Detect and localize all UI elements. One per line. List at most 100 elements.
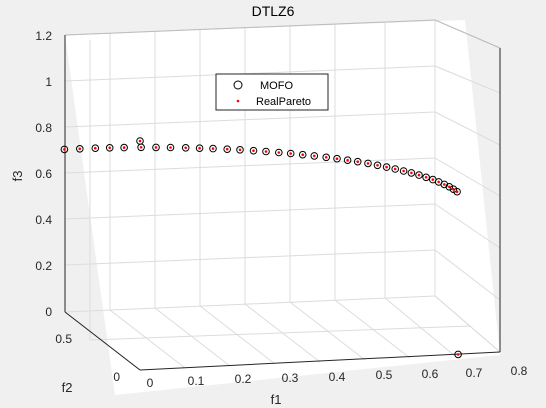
x-ticks: 0 0.1 0.2 0.3 0.4 0.5 0.6 0.7 0.8: [147, 364, 528, 390]
mofo-point: [136, 137, 144, 145]
realpareto-point: [313, 154, 316, 158]
mofo-point: [353, 157, 362, 166]
z-tick-label: 0: [45, 305, 52, 319]
realpareto-point: [431, 178, 435, 181]
mofo-point: [333, 154, 341, 163]
realpareto-point: [366, 162, 370, 165]
realpareto-point: [122, 146, 126, 149]
mofo-point: [310, 152, 319, 160]
realpareto-point: [335, 157, 339, 160]
mofo-point: [422, 173, 430, 182]
z-tick-label: 0.2: [35, 259, 52, 273]
legend-label-realpareto: RealPareto: [256, 96, 311, 108]
series-mofo: [60, 137, 462, 359]
x-tick-label: 0.5: [376, 368, 393, 382]
realpareto-point: [289, 152, 293, 155]
realpareto-point: [138, 139, 142, 143]
mofo-point: [445, 183, 454, 191]
legend-label-mofo: MOFO: [260, 80, 293, 92]
x-tick-label: 0.4: [329, 370, 346, 384]
mofo-point: [181, 144, 190, 152]
x-tick-label: 0.6: [422, 367, 439, 381]
realpareto-point: [301, 153, 305, 156]
x-tick-label: 0.1: [188, 374, 205, 388]
mofo-point: [76, 145, 84, 153]
realpareto-point: [443, 183, 446, 186]
x-axis-label: f1: [271, 392, 282, 407]
realpareto-point: [402, 169, 405, 173]
z-axis-label: f3: [10, 171, 25, 182]
mofo-point: [223, 145, 231, 153]
mofo-point: [105, 144, 114, 152]
realpareto-point: [225, 147, 229, 151]
mofo-point: [454, 350, 462, 359]
mofo-point: [195, 144, 204, 152]
mofo-point: [343, 156, 352, 164]
y-axis-label: f2: [62, 380, 73, 395]
legend-marker-mofo: [233, 80, 243, 90]
realpareto-point: [63, 148, 66, 151]
realpareto-point: [424, 176, 428, 179]
mofo-point: [415, 171, 423, 179]
chart-title: DTLZ6: [252, 3, 295, 19]
x-tick-label: 0.7: [466, 366, 483, 380]
mofo-point: [391, 165, 400, 173]
realpareto-point: [448, 185, 451, 189]
z-tick-label: 1.2: [35, 29, 52, 43]
mofo-point: [382, 163, 391, 171]
mofo-point: [399, 167, 408, 175]
realpareto-point: [385, 165, 388, 169]
realpareto-point: [154, 146, 158, 149]
realpareto-point: [437, 180, 441, 184]
realpareto-point: [184, 146, 187, 150]
realpareto-point: [324, 156, 328, 159]
z-tick-label: 1: [45, 75, 52, 89]
realpareto-point: [417, 173, 421, 177]
realpareto-point: [78, 147, 82, 151]
realpareto-point: [456, 353, 460, 356]
axes-box: [64, 19, 501, 49]
legend-box: [215, 73, 329, 111]
series-realpareto: [63, 139, 460, 356]
mofo-point: [440, 180, 449, 189]
mofo-point: [275, 148, 283, 157]
realpareto-point: [346, 158, 349, 162]
realpareto-point: [108, 146, 111, 150]
mofo-point: [298, 150, 307, 159]
realpareto-point: [94, 146, 97, 150]
realpareto-point: [169, 146, 172, 149]
x-tick-label: 0.3: [282, 371, 299, 385]
mofo-point: [407, 169, 416, 177]
grid-lines: [64, 19, 501, 371]
mofo-point: [364, 159, 372, 168]
realpareto-point: [238, 148, 242, 152]
mofo-point: [166, 143, 175, 152]
y-ticks: 0 0.5: [55, 332, 120, 384]
realpareto-point: [455, 190, 459, 193]
mofo-point: [262, 147, 270, 156]
realpareto-point: [356, 160, 360, 163]
realpareto-point: [252, 149, 255, 152]
mofo-point: [152, 143, 160, 152]
legend-marker-realpareto: [236, 99, 240, 103]
realpareto-point: [452, 187, 455, 191]
realpareto-point: [139, 146, 143, 149]
x-tick-label: 0.2: [235, 372, 252, 386]
z-tick-label: 0.4: [35, 213, 52, 227]
realpareto-point: [277, 151, 281, 154]
realpareto-point: [264, 150, 268, 153]
z-tick-label: 0.8: [35, 121, 52, 135]
realpareto-point: [376, 164, 379, 167]
mofo-point: [91, 144, 100, 152]
axis-lines: [64, 35, 501, 371]
mofo-point: [322, 153, 331, 162]
mofo-point: [120, 143, 128, 152]
mofo-point: [209, 144, 217, 153]
mofo-point: [373, 161, 382, 170]
realpareto-point: [410, 171, 413, 175]
x-tick-label: 0: [147, 376, 154, 390]
legend[interactable]: MOFO RealPareto: [215, 73, 329, 111]
z-ticks: 0 0.2 0.4 0.6 0.8 1 1.2: [35, 29, 52, 319]
mofo-point: [249, 146, 258, 155]
